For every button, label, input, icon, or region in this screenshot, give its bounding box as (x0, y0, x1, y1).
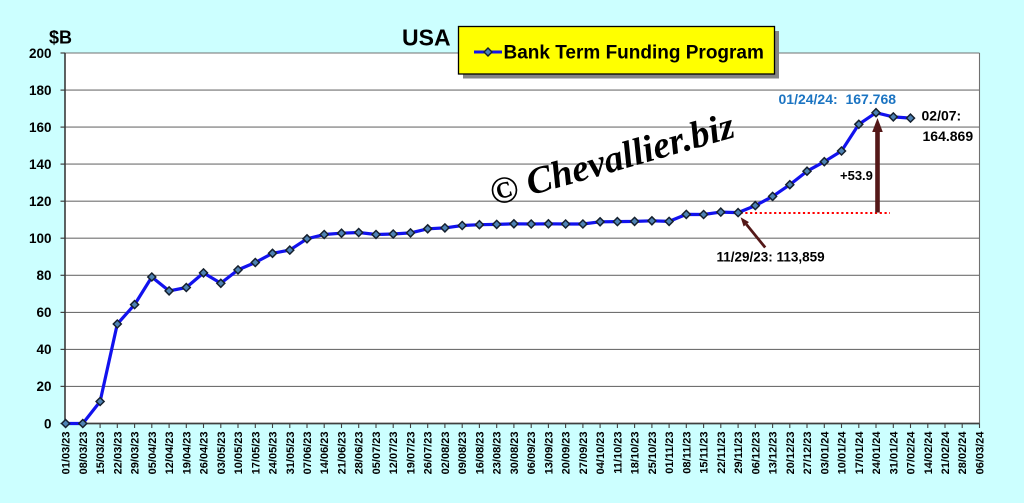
svg-text:140: 140 (29, 157, 52, 172)
svg-text:10/01/24: 10/01/24 (837, 431, 849, 475)
svg-text:Bank Term Funding Program: Bank Term Funding Program (504, 43, 764, 64)
svg-text:USA: USA (402, 24, 451, 50)
svg-text:05/07/23: 05/07/23 (371, 432, 383, 475)
svg-text:19/07/23: 19/07/23 (406, 432, 418, 475)
svg-text:08/03/23: 08/03/23 (78, 432, 90, 475)
svg-text:01/11/23: 01/11/23 (664, 432, 676, 474)
svg-text:17/05/23: 17/05/23 (250, 432, 262, 475)
svg-text:08/11/23: 08/11/23 (681, 432, 693, 474)
svg-text:04/10/23: 04/10/23 (595, 432, 607, 475)
svg-text:07/02/24: 07/02/24 (906, 431, 918, 475)
svg-text:19/04/23: 19/04/23 (181, 432, 193, 475)
svg-text:$B: $B (49, 28, 72, 48)
svg-text:24/05/23: 24/05/23 (268, 432, 280, 475)
svg-text:11/29/23: 113,859: 11/29/23: 113,859 (717, 250, 825, 265)
svg-text:0: 0 (44, 416, 52, 431)
svg-text:07/06/23: 07/06/23 (302, 432, 314, 475)
svg-text:40: 40 (36, 342, 51, 357)
svg-text:11/10/23: 11/10/23 (612, 432, 624, 474)
svg-text:31/01/24: 31/01/24 (888, 431, 900, 475)
svg-text:06/03/24: 06/03/24 (975, 431, 987, 475)
svg-text:15/03/23: 15/03/23 (95, 432, 107, 475)
svg-text:27/09/23: 27/09/23 (578, 432, 590, 475)
svg-text:14/02/24: 14/02/24 (923, 431, 935, 475)
svg-text:28/06/23: 28/06/23 (354, 432, 366, 475)
svg-text:15/11/23: 15/11/23 (699, 432, 711, 474)
svg-text:100: 100 (29, 231, 52, 246)
svg-text:20: 20 (36, 379, 51, 394)
svg-text:22/03/23: 22/03/23 (112, 432, 124, 475)
svg-text:05/04/23: 05/04/23 (147, 432, 159, 475)
svg-text:23/08/23: 23/08/23 (492, 432, 504, 475)
svg-text:03/05/23: 03/05/23 (216, 432, 228, 475)
svg-text:13/09/23: 13/09/23 (543, 432, 555, 475)
svg-text:13/12/23: 13/12/23 (768, 432, 780, 475)
svg-text:22/11/23: 22/11/23 (716, 432, 728, 474)
svg-text:02/08/23: 02/08/23 (440, 432, 452, 475)
svg-text:20/09/23: 20/09/23 (561, 432, 573, 475)
svg-text:12/07/23: 12/07/23 (388, 432, 400, 475)
svg-text:160: 160 (29, 120, 52, 135)
svg-text:21/06/23: 21/06/23 (337, 432, 349, 475)
svg-text:28/02/24: 28/02/24 (957, 431, 969, 475)
svg-text:06/09/23: 06/09/23 (526, 432, 538, 475)
svg-text:164.869: 164.869 (923, 128, 974, 144)
svg-text:16/08/23: 16/08/23 (474, 432, 486, 475)
svg-text:21/02/24: 21/02/24 (940, 431, 952, 475)
svg-text:03/01/24: 03/01/24 (819, 431, 831, 475)
svg-text:60: 60 (36, 305, 51, 320)
svg-text:02/07:: 02/07: (922, 108, 962, 124)
svg-text:26/07/23: 26/07/23 (423, 432, 435, 475)
svg-text:80: 80 (36, 268, 51, 283)
svg-text:25/10/23: 25/10/23 (647, 432, 659, 475)
svg-text:+53.9: +53.9 (840, 168, 873, 183)
svg-text:31/05/23: 31/05/23 (285, 432, 297, 475)
svg-text:29/03/23: 29/03/23 (130, 432, 142, 475)
svg-text:09/08/23: 09/08/23 (457, 432, 469, 475)
svg-text:29/11/23: 29/11/23 (733, 432, 745, 474)
svg-text:10/05/23: 10/05/23 (233, 432, 245, 475)
svg-text:14/06/23: 14/06/23 (319, 432, 331, 475)
svg-text:26/04/23: 26/04/23 (199, 432, 211, 475)
svg-text:18/10/23: 18/10/23 (630, 432, 642, 475)
svg-text:30/08/23: 30/08/23 (509, 432, 521, 475)
svg-text:01/24/24: 167.768: 01/24/24: 167.768 (779, 91, 897, 107)
svg-text:24/01/24: 24/01/24 (871, 431, 883, 475)
svg-text:06/12/23: 06/12/23 (750, 432, 762, 475)
svg-text:01/03/23: 01/03/23 (61, 432, 73, 475)
svg-text:12/04/23: 12/04/23 (164, 432, 176, 475)
svg-text:20/12/23: 20/12/23 (785, 432, 797, 475)
svg-text:180: 180 (29, 83, 52, 98)
svg-text:120: 120 (29, 194, 52, 209)
svg-text:200: 200 (29, 46, 52, 61)
svg-text:27/12/23: 27/12/23 (802, 432, 814, 475)
svg-text:17/01/24: 17/01/24 (854, 431, 866, 475)
